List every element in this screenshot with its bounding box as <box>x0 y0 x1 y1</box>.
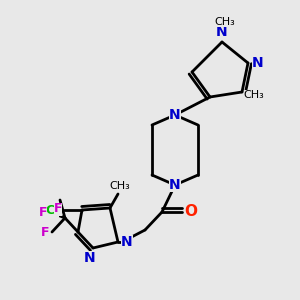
Text: Cl: Cl <box>45 203 58 217</box>
Text: F: F <box>54 202 62 215</box>
Text: CH₃: CH₃ <box>214 17 236 27</box>
Text: F: F <box>41 226 49 238</box>
Text: N: N <box>252 56 264 70</box>
Text: CH₃: CH₃ <box>244 90 264 100</box>
Text: N: N <box>169 178 181 192</box>
Text: N: N <box>84 251 96 265</box>
Text: N: N <box>121 235 133 249</box>
Text: CH₃: CH₃ <box>110 181 130 191</box>
Text: F: F <box>39 206 47 218</box>
Text: N: N <box>169 108 181 122</box>
Text: N: N <box>216 25 228 39</box>
Text: O: O <box>184 205 197 220</box>
